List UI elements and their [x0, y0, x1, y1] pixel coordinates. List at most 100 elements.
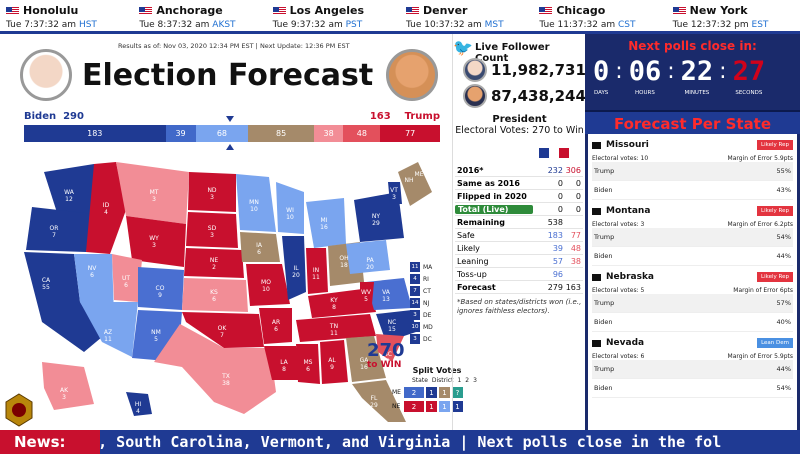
us-electoral-map: WA 12 OR 7 CA 55 NV 6 ID 4 MT 3 WY 3 UT 6 AZ 11 CO 9 NM 5 ND 3 S… [24, 162, 432, 422]
countdown-separator: : [719, 59, 727, 84]
small-state-code: DE [423, 311, 432, 319]
party-color-legend [539, 148, 569, 158]
timezone-label: AKST [212, 20, 236, 30]
state-label: TN 11 [329, 323, 338, 337]
candidate-percent: 54% [776, 384, 791, 392]
results-row: Flipped in 2020 0 0 [455, 190, 583, 203]
small-state-row: 10 MD [410, 322, 433, 332]
state-label: MN 10 [249, 199, 259, 213]
district-number: 1 [457, 377, 462, 384]
city-name: Denver [405, 4, 533, 17]
city-name: New York [672, 4, 800, 17]
trump-photo [386, 49, 438, 101]
split-district: 1 [439, 387, 450, 398]
state-label: CO 9 [156, 285, 165, 299]
small-state-box: 3 [410, 334, 420, 344]
candidate-name: Biden [594, 186, 613, 194]
rating-badge: Lean Dem [757, 338, 793, 348]
state-label: WI 10 [286, 207, 294, 221]
candidate-name: Biden [594, 252, 613, 260]
city-name: Los Angeles [272, 4, 400, 17]
time-value: Tue 12:37:32 pm [672, 20, 749, 30]
state-label: MO 10 [261, 279, 271, 293]
countdown-forecast-panel: Next polls close in: 0 DAYS : 06 HOURS : 2… [585, 34, 800, 430]
split-district: 1 [426, 387, 437, 398]
results-row: Likely 39 48 [455, 242, 583, 255]
results-label: 2016* [457, 165, 484, 175]
results-row: Remaining 538 [455, 216, 583, 229]
biden-avatar [463, 58, 487, 82]
state-label: AK 3 [60, 387, 69, 401]
results-rep-value: 0 [575, 204, 581, 214]
state-label: NV 6 [88, 265, 97, 279]
small-states-legend: 11 MA 4 RI 7 CT 14 NJ 3 DE 10 MD 3 DC [410, 262, 433, 346]
split-row: NE 2 1 1 1 [392, 401, 482, 412]
ev-segment: 183 [24, 125, 166, 142]
page-title: Election Forecast [82, 58, 374, 93]
president-subtitle: Electoral Votes: 270 to Win [455, 125, 584, 136]
city-label: Honolulu [23, 4, 79, 17]
city-label: Los Angeles [289, 4, 365, 17]
candidate-name: Trump [594, 167, 615, 175]
small-state-row: 11 MA [410, 262, 433, 272]
state-label: NE 2 [210, 257, 218, 271]
state-name-label: Nevada [606, 338, 645, 348]
candidate-row: Trump 44% [592, 360, 793, 379]
split-district: 1 [426, 401, 437, 412]
state-forecast-list[interactable]: Missouri Likely Rep Electoral votes: 10 Mar… [588, 134, 797, 430]
ev-segment: 38 [313, 125, 344, 142]
state-label: OH 18 [339, 255, 348, 269]
state-header: Nebraska Likely Rep [592, 272, 793, 282]
candidate-percent: 55% [776, 167, 791, 175]
small-state-code: DC [423, 335, 432, 343]
split-state: NE [392, 403, 401, 410]
us-flag-icon [6, 6, 19, 15]
state-meta: Electoral votes: 10 Margin of Error 5.9pt… [592, 155, 793, 162]
candidate-percent: 43% [776, 186, 791, 194]
state-label: PA 20 [366, 257, 374, 271]
clock-los-angeles: Los Angeles Tue 9:37:32 am PST [267, 0, 400, 31]
state-label: AL 9 [328, 357, 336, 371]
clock-honolulu: Honolulu Tue 7:37:32 am HST [0, 0, 133, 31]
results-row: Forecast 279 163 [455, 281, 583, 294]
state-label: GA 16 [360, 357, 370, 371]
state-label: MI 16 [320, 217, 328, 231]
state-label: IL 20 [292, 265, 300, 279]
state-label: IA 6 [256, 242, 263, 256]
ev-segment: 85 [248, 125, 314, 142]
split-total: 2 [404, 387, 424, 398]
split-state-label: State [412, 377, 428, 384]
state-shape-icon [592, 141, 601, 149]
margin-of-error: Margin of Error 5.9pts [727, 155, 793, 162]
twitter-icon: 🐦 [453, 38, 473, 57]
countdown-minutes-label: MINUTES [684, 90, 710, 96]
us-flag-icon [272, 6, 286, 15]
state-forecast-missouri: Missouri Likely Rep Electoral votes: 10 Mar… [592, 140, 793, 200]
split-votes-title: Split Votes [412, 366, 462, 375]
state-label: KY 8 [330, 297, 338, 311]
city-time: Tue 12:37:32 pm EST [673, 20, 800, 30]
state-header: Nevada Lean Dem [592, 338, 793, 348]
candidate-percent: 54% [776, 233, 791, 241]
us-flag-icon [139, 6, 153, 15]
city-time: Tue 9:37:32 am PST [273, 20, 400, 30]
emblem-icon [5, 393, 33, 427]
state-header: Missouri Likely Rep [592, 140, 793, 150]
biden-follower-count: 11,982,731 [491, 61, 586, 79]
state-label: ME [415, 171, 424, 178]
city-label: New York [689, 4, 748, 17]
split-district: 1 [439, 401, 450, 412]
results-rep-value: 77 [570, 230, 581, 240]
countdown-seconds-label: SECONDS [735, 90, 763, 96]
state-shape-icon [592, 339, 601, 347]
trump-avatar [463, 84, 487, 108]
state-label: OR 7 [50, 225, 59, 239]
candidate-row: Trump 57% [592, 294, 793, 313]
electoral-votes: Electoral votes: 6 [592, 353, 645, 360]
countdown-timer: 0 DAYS : 06 HOURS : 22 MINUTES : 27 SECONDS [593, 56, 793, 96]
state-label: KS 6 [210, 289, 218, 303]
state-label: IN 11 [312, 267, 320, 281]
rating-badge: Likely Rep [757, 272, 793, 282]
biden-ev-label: Biden 290 [24, 111, 84, 122]
dem-color-square [539, 148, 549, 158]
